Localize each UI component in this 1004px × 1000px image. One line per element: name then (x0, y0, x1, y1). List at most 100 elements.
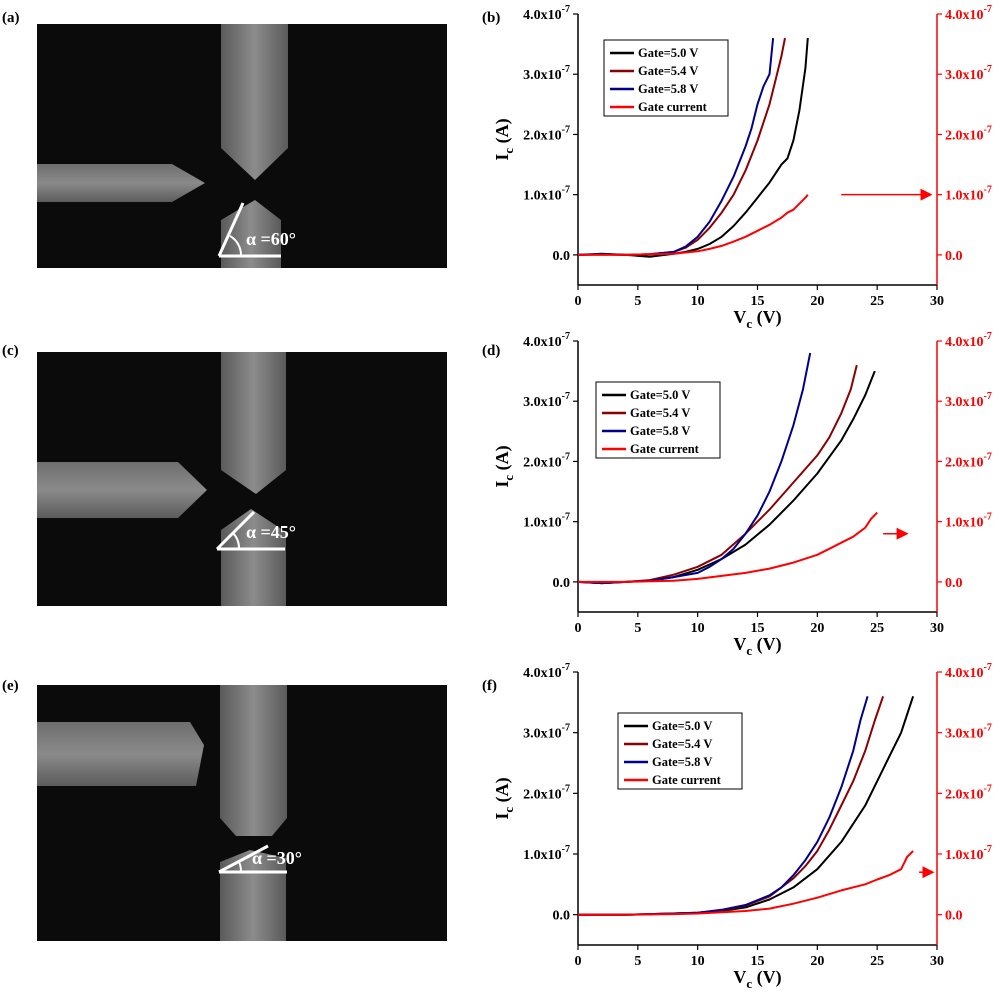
legend: Gate=5.0 V Gate=5.4 V Gate=5.8 V Gate curre… (595, 381, 721, 459)
y-tick-label-right: 1.0x10-7 (945, 844, 992, 863)
legend-entry: Gate current (652, 773, 722, 787)
legend-entry: Gate=5.8 V (630, 424, 690, 438)
y-tick-label-left: 2.0x10-7 (523, 783, 570, 802)
micrograph-a: α =60° (37, 24, 447, 268)
chart-b: 0 5 10 15 20 25 30 0.0 0.0 1.0x10-7 1.0x10-7 2.0x10… (492, 4, 992, 331)
top-electrode (221, 352, 286, 494)
y-tick-label-right: 4.0x10-7 (945, 662, 992, 681)
x-tick-label: 15 (751, 954, 765, 969)
legend-entry: Gate=5.4 V (638, 64, 698, 78)
x-tick-label: 25 (870, 294, 884, 309)
y-tick-label-right: 0.0 (945, 909, 963, 924)
x-tick-label: 15 (751, 621, 765, 636)
series-line-gate-current (578, 194, 809, 256)
y-tick-label-left: 3.0x10-7 (523, 723, 570, 742)
y-tick-label-left: 4.0x10-7 (523, 331, 570, 350)
x-axis-label: Vc (V) (733, 967, 781, 991)
x-tick-label: 20 (810, 621, 824, 636)
x-tick-label: 15 (751, 294, 765, 309)
legend-entry: Gate current (630, 442, 700, 456)
y-tick-label-right: 1.0x10-7 (945, 185, 992, 204)
angle-label: α =30° (252, 848, 302, 868)
x-tick-label: 10 (691, 621, 705, 636)
y-tick-label-right: 0.0 (945, 249, 963, 264)
x-tick-label: 25 (870, 954, 884, 969)
legend: Gate=5.0 V Gate=5.4 V Gate=5.8 V Gate curre… (617, 712, 743, 790)
x-tick-label: 20 (810, 294, 824, 309)
y-tick-label-left: 0.0 (553, 249, 571, 264)
x-tick-label: 30 (930, 294, 944, 309)
legend-entry: Gate=5.0 V (638, 46, 698, 60)
series-line-gate-current (578, 850, 914, 916)
y-tick-label-left: 0.0 (553, 909, 571, 924)
panel-label-a: (a) (2, 10, 20, 26)
y-tick-label-right: 3.0x10-7 (945, 723, 992, 742)
y-tick-label-left: 3.0x10-7 (523, 64, 570, 83)
x-tick-label: 10 (691, 294, 705, 309)
x-tick-label: 5 (634, 621, 641, 636)
y-tick-label-left: 4.0x10-7 (523, 4, 570, 23)
x-tick-label: 20 (810, 954, 824, 969)
x-tick-label: 25 (870, 621, 884, 636)
angle-side-line (218, 844, 269, 874)
y-axis-label: Ic (A) (492, 445, 516, 487)
y-tick-label-left: 1.0x10-7 (523, 185, 570, 204)
y-tick-label-left: 2.0x10-7 (523, 451, 570, 470)
legend-entry: Gate=5.4 V (630, 406, 690, 420)
legend-entry: Gate=5.8 V (638, 82, 698, 96)
charts: 0 5 10 15 20 25 30 0.0 0.0 1.0x10-7 1.0x10-7 2.0x10… (492, 4, 992, 991)
chart-d: 0 5 10 15 20 25 30 0.0 0.0 1.0x10-7 1.0x10-7 2.0x10… (492, 331, 992, 658)
x-tick-label: 30 (930, 621, 944, 636)
legend-entry: Gate=5.0 V (652, 719, 712, 733)
x-tick-label: 5 (634, 954, 641, 969)
panel-label-e: (e) (2, 678, 19, 694)
series-line-gate-5-0-v (577, 38, 809, 258)
angle-arc (232, 532, 240, 550)
y-tick-label-right: 3.0x10-7 (945, 64, 992, 83)
micrograph-c: α =45° (37, 352, 447, 606)
x-tick-label: 30 (930, 954, 944, 969)
y-tick-label-left: 4.0x10-7 (523, 662, 570, 681)
y-tick-label-right: 2.0x10-7 (945, 783, 992, 802)
chart-f: 0 5 10 15 20 25 30 0.0 0.0 1.0x10-7 1.0x10-7 2.0x10… (492, 662, 992, 991)
legend: Gate=5.0 V Gate=5.4 V Gate=5.8 V Gate curre… (603, 39, 729, 117)
series-line-gate-current (578, 511, 878, 583)
left-electrode (37, 462, 207, 518)
left-electrode (37, 164, 205, 202)
legend-entry: Gate=5.8 V (652, 755, 712, 769)
panel-label-d: (d) (482, 343, 500, 359)
left-electrode (37, 722, 204, 786)
y-tick-label-left: 1.0x10-7 (523, 844, 570, 863)
x-tick-label: 5 (634, 294, 641, 309)
angle-label: α =60° (246, 229, 296, 249)
y-tick-label-right: 4.0x10-7 (945, 331, 992, 350)
angle-arc (238, 861, 243, 873)
y-tick-label-right: 0.0 (945, 576, 963, 591)
y-tick-label-right: 2.0x10-7 (945, 451, 992, 470)
panel-label-b: (b) (482, 10, 500, 26)
angle-side-line (217, 202, 245, 257)
legend-entry: Gate=5.0 V (630, 388, 690, 402)
x-tick-label: 0 (575, 294, 582, 309)
x-axis-label: Vc (V) (733, 634, 781, 658)
x-axis-label: Vc (V) (733, 307, 781, 331)
y-tick-label-right: 3.0x10-7 (945, 391, 992, 410)
y-tick-label-left: 3.0x10-7 (523, 391, 570, 410)
angle-label: α =45° (246, 522, 296, 542)
angle-arc (229, 235, 243, 257)
y-tick-label-left: 1.0x10-7 (523, 512, 570, 531)
top-electrode (220, 685, 287, 836)
y-tick-label-left: 0.0 (553, 576, 571, 591)
x-tick-label: 10 (691, 954, 705, 969)
y-tick-label-right: 2.0x10-7 (945, 124, 992, 143)
legend-entry: Gate current (638, 100, 708, 114)
x-tick-label: 0 (575, 954, 582, 969)
legend-entry: Gate=5.4 V (652, 737, 712, 751)
panel-label-f: (f) (482, 678, 497, 694)
angle-side-line (215, 510, 256, 551)
x-tick-label: 0 (575, 621, 582, 636)
y-axis-label: Ic (A) (492, 777, 516, 819)
y-tick-label-left: 2.0x10-7 (523, 124, 570, 143)
panel-label-c: (c) (2, 343, 19, 359)
